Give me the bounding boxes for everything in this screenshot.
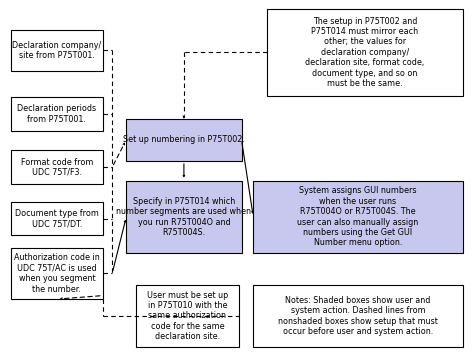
FancyBboxPatch shape <box>126 181 242 253</box>
Text: Specify in P75T014 which
number segments are used when
you run R75T004O and
R75T: Specify in P75T014 which number segments… <box>117 197 252 237</box>
FancyArrowPatch shape <box>183 116 185 118</box>
Text: System assigns GUI numbers
when the user runs
R75T004O or R75T004S. The
user can: System assigns GUI numbers when the user… <box>297 186 419 247</box>
Text: Declaration company/
site from P75T001.: Declaration company/ site from P75T001. <box>12 41 101 60</box>
Text: User must be set up
in P75T010 with the
same authorization
code for the same
dec: User must be set up in P75T010 with the … <box>147 291 228 341</box>
Text: Document type from
UDC 75T/DT.: Document type from UDC 75T/DT. <box>15 209 99 228</box>
FancyBboxPatch shape <box>11 97 103 131</box>
Text: The setup in P75T002 and
P75T014 must mirror each
other; the values for
declarat: The setup in P75T002 and P75T014 must mi… <box>305 17 425 88</box>
Text: Set up numbering in P75T002.: Set up numbering in P75T002. <box>123 135 245 144</box>
FancyBboxPatch shape <box>11 150 103 184</box>
FancyBboxPatch shape <box>126 119 242 161</box>
FancyArrowPatch shape <box>61 296 100 299</box>
FancyArrowPatch shape <box>242 143 253 213</box>
FancyBboxPatch shape <box>11 248 103 299</box>
FancyBboxPatch shape <box>11 30 103 71</box>
Text: Declaration periods
from P75T001.: Declaration periods from P75T001. <box>17 104 96 124</box>
FancyBboxPatch shape <box>268 9 463 96</box>
FancyArrowPatch shape <box>113 143 125 165</box>
FancyArrowPatch shape <box>113 221 126 271</box>
Text: Format code from
UDC 75T/F3.: Format code from UDC 75T/F3. <box>21 158 93 177</box>
FancyBboxPatch shape <box>135 285 239 347</box>
Text: Authorization code in
UDC 75T/AC is used
when you segment
the number.: Authorization code in UDC 75T/AC is used… <box>14 253 100 293</box>
FancyBboxPatch shape <box>253 285 463 347</box>
FancyArrowPatch shape <box>183 164 185 177</box>
FancyBboxPatch shape <box>253 181 463 253</box>
Text: Notes: Shaded boxes show user and
system action. Dashed lines from
nonshaded box: Notes: Shaded boxes show user and system… <box>278 296 438 336</box>
FancyBboxPatch shape <box>11 202 103 235</box>
